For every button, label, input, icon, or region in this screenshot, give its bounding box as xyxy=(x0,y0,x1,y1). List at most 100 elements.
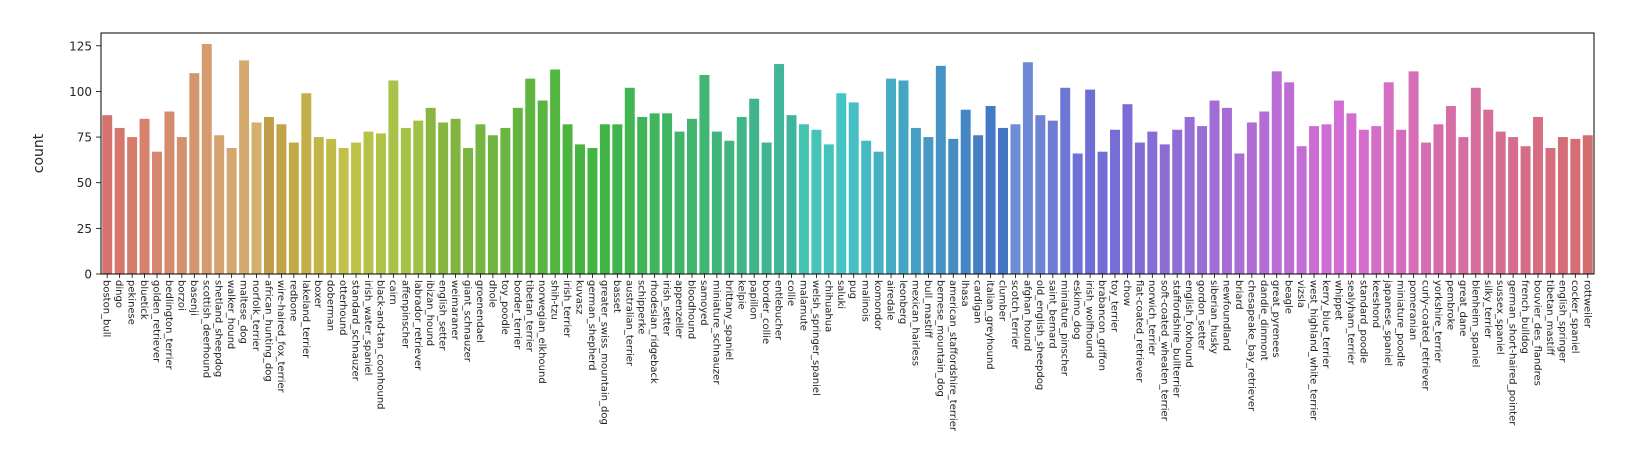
bar-doberman xyxy=(326,138,337,274)
x-tick-label: groenendael xyxy=(474,280,485,343)
bar-kelpie xyxy=(736,116,747,274)
x-tick-label: bedlington_terrier xyxy=(163,280,174,371)
x-tick-label: giant_schnauzer xyxy=(462,280,473,363)
x-tick-label: pomeranian xyxy=(1407,280,1418,340)
x-tick-label: basenji xyxy=(188,280,199,316)
bar-saluki xyxy=(836,93,847,274)
bar-miniature_schnauzer xyxy=(711,131,722,274)
x-tick-label: french_bulldog xyxy=(1519,280,1530,354)
bar-golden_retriever xyxy=(152,151,162,274)
x-tick-label: dhole xyxy=(486,280,497,308)
x-tick-label: english_setter xyxy=(437,280,448,351)
x-tick-label: chihuahua xyxy=(822,280,833,332)
bar-weimaraner xyxy=(450,118,461,274)
bar-kuvasz xyxy=(575,144,585,274)
bar-toy_poodle xyxy=(500,127,511,274)
x-tick-label: bloodhound xyxy=(685,280,696,339)
bar-leonberg xyxy=(898,80,909,274)
x-tick-label: pekinese xyxy=(126,280,137,325)
bar-entlebucher xyxy=(774,64,785,274)
bar-norwegian_elkhound xyxy=(537,100,548,274)
bar-pomeranian xyxy=(1408,71,1419,274)
bar-redbone xyxy=(288,142,299,274)
x-tick-label: redbone xyxy=(287,280,298,321)
bar-maltese_dog xyxy=(239,60,250,274)
bar-german_shepherd xyxy=(587,148,598,274)
x-tick-label: miniature_schnauzer xyxy=(710,280,721,385)
x-tick-label: kuvasz xyxy=(574,280,585,314)
x-tick-label: irish_terrier xyxy=(561,280,572,338)
x-tick-label: malinois xyxy=(860,280,871,322)
x-tick-label: samoyed xyxy=(698,280,709,326)
x-tick-label: staffordshire_bullterrier xyxy=(1171,280,1182,398)
y-tick-label: 25 xyxy=(77,222,92,236)
bar-great_dane xyxy=(1458,137,1469,274)
bar-eskimo_dog xyxy=(1072,153,1083,274)
x-tick-label: welsh_springer_spaniel xyxy=(810,280,821,396)
x-tick-label: ibizan_hound xyxy=(424,280,435,346)
bar-border_terrier xyxy=(512,107,523,274)
bar-mexican_hairless xyxy=(910,127,921,274)
bar-bluetick xyxy=(139,118,150,274)
bar-bloodhound xyxy=(687,118,697,274)
bar-curly-coated_retriever xyxy=(1421,142,1432,274)
bar-papillon xyxy=(749,98,760,274)
x-tick-label: bluetick xyxy=(138,280,149,320)
bar-siberian_husky xyxy=(1209,100,1220,274)
bar-border_collie xyxy=(761,142,772,274)
bar-shetland_sheepdog xyxy=(214,135,225,274)
x-tick-label: komondor xyxy=(872,280,883,331)
bars-group xyxy=(102,43,1593,275)
x-tick-label: boston_bull xyxy=(101,280,112,337)
bar-miniature_poodle xyxy=(1396,129,1407,274)
bar-great_pyrenees xyxy=(1271,71,1282,274)
y-tick-label: 100 xyxy=(69,85,92,99)
bar-silky_terrier xyxy=(1483,109,1494,275)
x-tick-label: scotch_terrier xyxy=(1009,280,1020,350)
bar-norwich_terrier xyxy=(1147,131,1158,274)
x-tick-label: boxer xyxy=(312,280,323,309)
bar-miniature_pinscher xyxy=(1060,87,1071,275)
x-tick-label: american_staffordshire_terrier xyxy=(947,280,958,432)
x-tick-label: standard_poodle xyxy=(1357,280,1368,363)
bar-afghan_hound xyxy=(1022,62,1033,275)
bar-samoyed xyxy=(699,74,710,275)
x-tick-label: sussex_spaniel xyxy=(1494,280,1505,355)
x-tick-label: gordon_setter xyxy=(1196,280,1207,351)
x-tick-label: japanese_spaniel xyxy=(1382,279,1393,366)
bar-newfoundland xyxy=(1221,107,1232,274)
bar-affenpinscher xyxy=(400,127,411,274)
bar-brabancon_griffon xyxy=(1097,151,1108,274)
bar-schipperke xyxy=(637,116,648,274)
bar-collie xyxy=(786,115,797,274)
x-tick-label: soft-coated_wheaten_terrier xyxy=(1158,280,1169,422)
bar-sussex_spaniel xyxy=(1495,131,1506,274)
bar-keeshond xyxy=(1371,126,1382,274)
bar-dandie_dinmont xyxy=(1259,111,1270,274)
x-tick-label: italian_greyhound xyxy=(984,280,995,370)
bar-beagle xyxy=(1284,82,1295,274)
bar-rottweiler xyxy=(1582,135,1593,274)
y-tick-label: 50 xyxy=(77,176,92,190)
bar-ibizan_hound xyxy=(425,107,436,274)
x-tick-label: greater_swiss_mountain_dog xyxy=(598,280,609,425)
bar-pembroke xyxy=(1445,106,1456,274)
bar-scotch_terrier xyxy=(1010,124,1021,274)
x-tick-label: labrador_retriever xyxy=(412,280,423,371)
x-tick-label: german_shepherd xyxy=(586,280,597,370)
x-tick-label: miniature_poodle xyxy=(1395,280,1406,367)
y-axis-ticks: 0 25 50 75 100 125 xyxy=(69,39,101,282)
bar-boxer xyxy=(313,137,324,274)
x-tick-label: brittany_spaniel xyxy=(723,280,734,360)
x-tick-label: african_hunting_dog xyxy=(262,280,273,382)
x-tick-label: saint_bernard xyxy=(1046,280,1057,349)
x-tick-label: malamute xyxy=(797,280,808,331)
bar-briard xyxy=(1234,153,1245,274)
x-tick-label: great_dane xyxy=(1457,280,1468,336)
x-tick-label: norwegian_elkhound xyxy=(536,280,547,384)
bar-labrador_retriever xyxy=(413,120,424,274)
x-tick-label: rottweiler xyxy=(1581,280,1592,329)
x-tick-label: lakeland_terrier xyxy=(300,280,311,359)
x-tick-label: maltese_dog xyxy=(238,280,249,344)
